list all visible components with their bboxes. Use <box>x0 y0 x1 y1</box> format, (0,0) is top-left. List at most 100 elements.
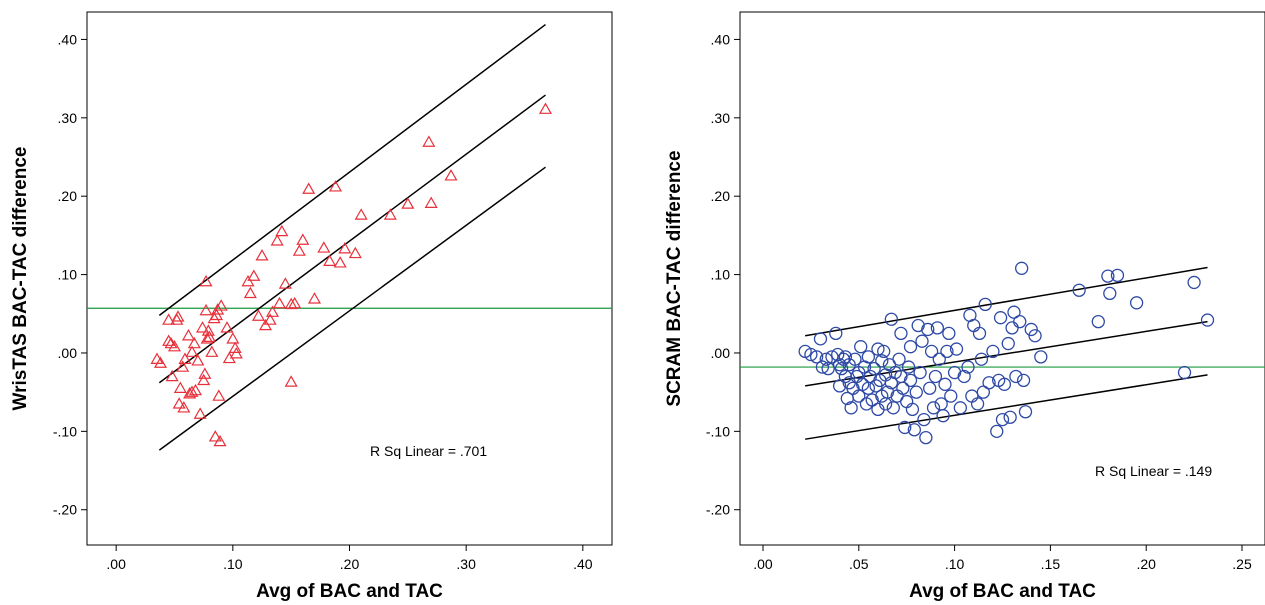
data-point <box>993 311 1008 325</box>
lower-limit-line <box>805 374 1208 440</box>
data-point <box>942 326 956 341</box>
x-tick-label: .00 <box>753 556 773 572</box>
data-point <box>333 256 347 268</box>
data-point <box>208 430 222 442</box>
data-point <box>926 401 941 415</box>
data-point <box>1177 365 1192 380</box>
data-point <box>220 321 234 333</box>
data-point <box>947 365 962 380</box>
y-tick-label: .00 <box>711 345 731 361</box>
data-point <box>209 308 224 321</box>
data-point <box>338 242 352 254</box>
data-point <box>884 312 899 326</box>
data-point <box>422 135 436 147</box>
data-point <box>243 286 257 299</box>
data-point <box>995 412 1010 427</box>
data-point <box>852 389 866 403</box>
data-point <box>844 401 858 415</box>
data-point <box>854 340 868 354</box>
data-point <box>199 303 213 316</box>
data-point <box>181 329 196 341</box>
data-point <box>909 385 923 399</box>
data-point <box>915 334 929 348</box>
x-tick-label: .00 <box>106 556 126 572</box>
data-point <box>265 305 280 317</box>
y-tick-label: .40 <box>711 31 731 47</box>
data-point <box>903 340 918 354</box>
data-point <box>970 397 985 411</box>
data-point <box>296 233 310 245</box>
data-point <box>894 326 908 341</box>
data-point <box>270 234 284 246</box>
data-point <box>821 361 835 376</box>
x-axis-title: Avg of BAC and TAC <box>256 581 443 602</box>
data-point <box>165 369 179 382</box>
data-point <box>949 342 964 356</box>
data-point <box>229 347 243 359</box>
data-point <box>903 373 918 388</box>
data-point <box>967 318 981 333</box>
data-point <box>1013 314 1027 329</box>
x-axis-title: Avg of BAC and TAC <box>909 581 1096 602</box>
data-point <box>829 326 843 341</box>
data-point <box>201 324 215 336</box>
data-point <box>880 385 895 399</box>
data-point <box>1200 313 1215 327</box>
data-point <box>875 354 889 368</box>
data-point <box>191 354 205 366</box>
data-point <box>251 309 266 321</box>
data-point <box>961 360 975 374</box>
r-squared-annotation: R Sq Linear = .149 <box>1095 463 1212 479</box>
data-point <box>348 246 362 259</box>
data-point <box>213 434 227 447</box>
data-point <box>1001 336 1015 351</box>
x-tick-label: .20 <box>340 556 360 572</box>
x-tick-label: .25 <box>1232 556 1252 572</box>
data-point <box>153 356 168 368</box>
data-point <box>976 385 990 399</box>
data-point <box>986 344 1000 359</box>
data-point <box>997 377 1012 391</box>
data-point <box>538 102 553 114</box>
data-point <box>940 344 954 359</box>
y-tick-label: .30 <box>58 110 78 126</box>
data-point <box>900 394 914 409</box>
data-point <box>176 360 190 372</box>
data-point <box>819 352 833 366</box>
data-point <box>901 360 916 374</box>
data-point <box>162 313 176 325</box>
data-point <box>284 375 298 387</box>
data-point <box>917 412 931 427</box>
data-point <box>1015 261 1029 275</box>
y-tick-label: .10 <box>58 267 78 283</box>
data-point <box>957 369 971 384</box>
y-tick-label: -.20 <box>53 502 77 518</box>
data-point <box>177 401 191 413</box>
y-tick-label: .30 <box>711 110 731 126</box>
data-point <box>848 352 862 366</box>
data-point <box>1187 275 1201 290</box>
data-point <box>323 254 337 266</box>
y-tick-label: .00 <box>58 345 78 361</box>
data-point <box>205 345 219 357</box>
data-point <box>188 383 203 396</box>
data-point <box>982 376 996 390</box>
data-point <box>809 350 824 364</box>
data-point <box>292 244 306 256</box>
x-tick-label: .10 <box>945 556 965 572</box>
data-point <box>815 360 830 374</box>
y-tick-label: .20 <box>58 188 78 204</box>
data-point <box>863 369 877 384</box>
data-point <box>258 318 273 331</box>
regression-line <box>158 94 546 384</box>
data-point <box>278 277 292 289</box>
data-point <box>1103 286 1117 301</box>
y-axis-title: WrisTAS BAC-TAC difference <box>10 147 31 411</box>
data-point <box>913 365 927 380</box>
lower-limit-line <box>158 166 546 451</box>
data-point <box>211 303 225 315</box>
data-point <box>162 334 176 346</box>
data-point <box>892 352 906 366</box>
data-point <box>1034 350 1048 364</box>
data-point <box>1028 329 1042 343</box>
